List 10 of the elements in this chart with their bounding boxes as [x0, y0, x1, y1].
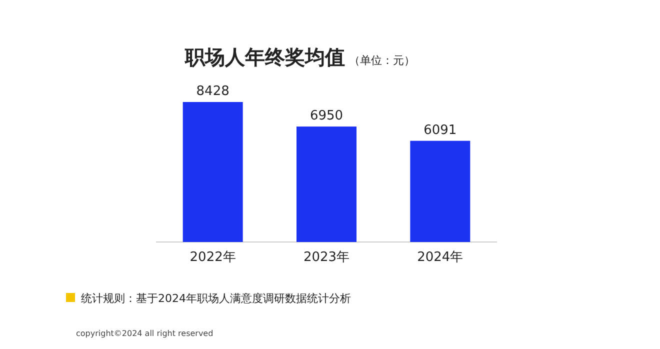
- x-tick-label: 2024年: [417, 250, 464, 265]
- chart-subtitle: （单位：元）: [349, 54, 415, 67]
- data-label: 6091: [424, 122, 457, 138]
- x-tick-label: 2022年: [190, 250, 236, 265]
- chart-title: 职场人年终奖均值: [184, 45, 345, 69]
- data-label: 6950: [310, 108, 344, 124]
- data-label: 8428: [196, 84, 230, 99]
- text: copyright©2024 all right reserved: [76, 329, 214, 338]
- text: 统计规则：基于2024年职场人满意度调研数据统计分析: [81, 292, 351, 305]
- x-tick-label: 2023年: [303, 250, 350, 265]
